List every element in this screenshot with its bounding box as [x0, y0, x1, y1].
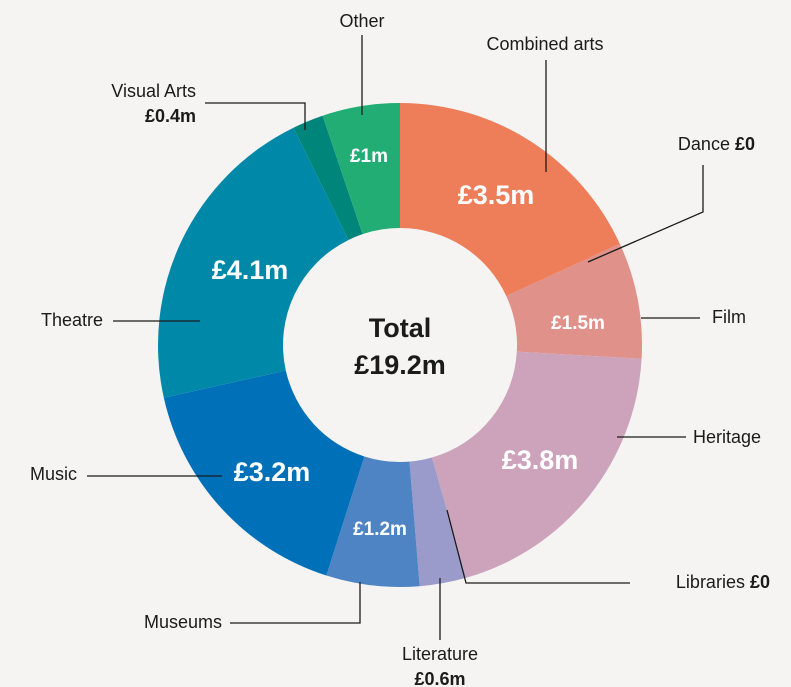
wedge	[322, 103, 400, 235]
segment-value: £1m	[350, 146, 388, 167]
center-title: Total	[369, 313, 432, 343]
leader-line	[587, 165, 704, 263]
segment-name: Museums	[144, 612, 222, 632]
segment-name: Music	[30, 464, 77, 484]
leader-line	[446, 509, 630, 584]
segment-value: £3.8m	[502, 445, 579, 475]
wedge	[326, 456, 420, 587]
segment-name: Libraries	[676, 572, 745, 592]
segment-name: Heritage	[693, 427, 761, 447]
segment-label: Dance £0	[678, 134, 755, 154]
segment-value: £0.4m	[145, 106, 196, 126]
segment-name: Other	[339, 11, 384, 31]
wedge	[409, 457, 467, 587]
labels: Combined arts £3.5m Dance £0 Film £1.5m Herit…	[30, 11, 770, 687]
segment-name: Literature	[402, 644, 478, 664]
wedge	[506, 243, 642, 359]
wedge	[158, 127, 349, 398]
wedges	[158, 103, 642, 587]
segment-value: £4.1m	[212, 255, 289, 285]
leader-line	[230, 582, 361, 624]
segment-name: Theatre	[41, 310, 103, 330]
segment-value: £3.5m	[458, 180, 535, 210]
segment-value: £0	[735, 134, 755, 154]
segment-label: Libraries £0	[676, 572, 770, 592]
segment-value: £1.2m	[353, 519, 407, 540]
segment-name: Dance	[678, 134, 730, 154]
segment-value: £1.5m	[551, 313, 605, 334]
segment-name: Visual Arts	[111, 81, 196, 101]
segment-value: £3.2m	[234, 457, 311, 487]
wedge	[400, 103, 620, 297]
segment-name: Film	[712, 307, 746, 327]
wedge	[431, 351, 642, 578]
segment-value: £0	[750, 572, 770, 592]
segment-name: Combined arts	[486, 34, 603, 54]
segment-value: £0.6m	[414, 669, 465, 687]
wedge	[293, 115, 363, 240]
center-total: £19.2m	[354, 350, 446, 380]
wedge	[163, 370, 365, 576]
leader-line	[205, 102, 306, 130]
